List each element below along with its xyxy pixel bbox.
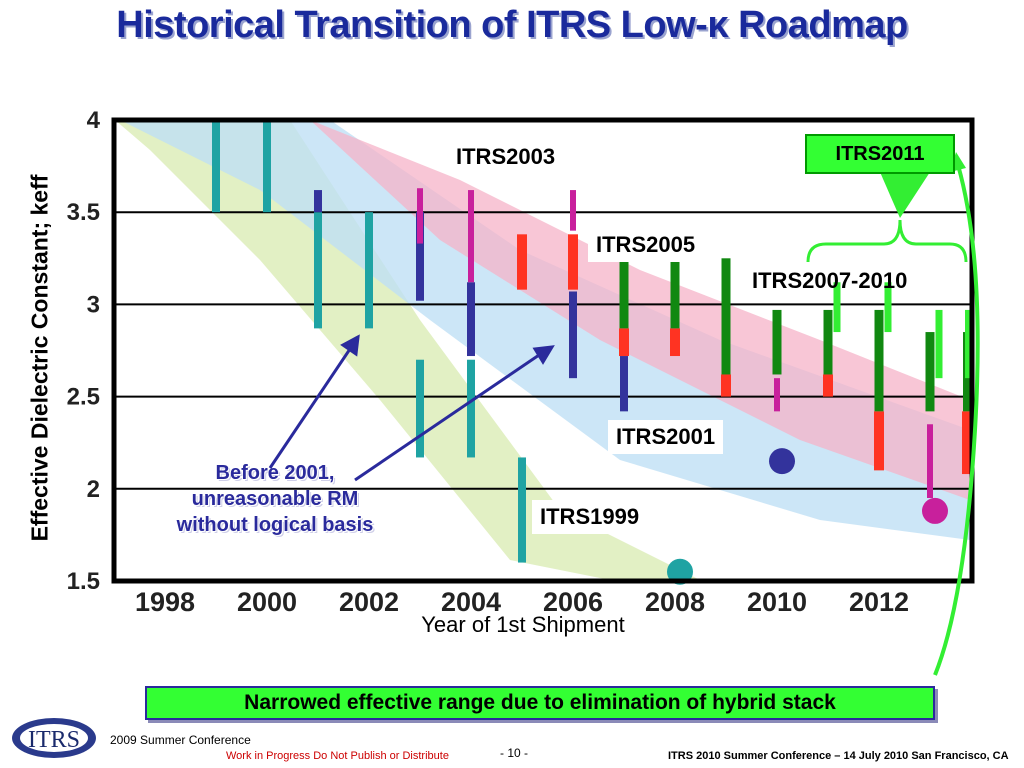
range-bar-itrs1999 [365,212,373,329]
range-bar-itrs1999 [467,359,475,458]
footer-connector [933,164,980,676]
itrs2011-callout [806,152,980,676]
range-bar-itrs2007-2010 [874,309,884,412]
range-bar-itrs2003 [570,190,576,231]
range-bar-itrs2005 [670,328,680,357]
range-bar-itrs2011 [833,282,841,333]
range-bar-itrs2003 [774,378,780,412]
x-tick-label: 1998 [135,587,195,617]
label-itrs2007-2010: ITRS2007-2010 [752,268,908,293]
label-itrs2003: ITRS2003 [448,140,564,174]
itrs1999-band [115,120,700,580]
x-tick-label: 2000 [237,587,297,617]
conference-name: 2009 Summer Conference [110,733,251,747]
annotation-line-3: without logical basis [176,514,374,536]
range-bar-itrs2005 [517,234,527,290]
range-bar-itrs2001 [416,212,424,301]
annotation-text: Before 2001, unreasonable RM without log… [140,460,410,538]
y-tick-label: 2.5 [67,384,100,411]
target-point-itrs2001 [769,448,795,475]
range-bar-itrs1999 [263,120,271,213]
x-tick-label: 2008 [645,587,705,617]
y-tick-label: 4 [87,107,101,134]
range-bar-itrs1999 [314,212,322,329]
x-tick-label: 2010 [747,587,807,617]
range-bar-itrs2005 [962,411,972,475]
range-bars [212,120,972,563]
y-tick-label: 1.5 [67,568,100,595]
arrow-to-2006 [354,351,543,482]
conference-info: ITRS 2010 Summer Conference – 14 July 20… [668,750,1009,762]
annotation-line-2: unreasonable RM [191,488,359,510]
range-bar-itrs2001 [467,282,475,357]
y-tick-label: 3 [87,291,100,318]
range-bar-itrs2005 [823,374,833,397]
label-itrs2001: ITRS2001 [608,420,724,454]
itrs2003-band [310,120,970,500]
itrs2001-band [120,120,970,540]
itrs-logo: ITRS [12,718,96,758]
range-bar-itrs1999 [416,359,424,458]
x-axis-label: Year of 1st Shipment [421,612,625,637]
grid-lines [114,211,972,490]
roadmap-bands [115,120,970,580]
range-bar-itrs2007-2010 [925,332,935,412]
arrow-head-2002 [340,334,360,357]
range-bar-itrs1999 [518,457,526,563]
y-tick-label: 3.5 [67,199,100,226]
range-bar-itrs2005 [874,411,884,471]
x-tick-label: 2002 [339,587,399,617]
annotation-line-1: Before 2001, [215,462,335,484]
range-bar-itrs2005 [568,234,578,290]
range-bar-itrs2001 [314,190,322,213]
range-bar-itrs2007-2010 [721,258,731,375]
svg-text:ITRS: ITRS [28,727,80,753]
annotation-arrows [268,334,555,482]
x-tick-label: 2004 [441,587,501,617]
x-tick-label: 2012 [849,587,909,617]
range-bar-itrs2005 [721,374,731,397]
itrs2007-2010-bracket [806,219,968,263]
x-tick-label: 2006 [543,587,603,617]
y-axis-ticks: 1.5 2 2.5 3 3.5 4 [67,107,101,595]
x-axis-ticks: 1998 2000 2002 2004 2006 2008 2010 2012 [135,587,909,617]
range-bar-itrs2001 [569,291,577,379]
range-bar-itrs2007-2010 [670,258,680,329]
range-bar-itrs2011 [965,309,972,379]
label-itrs1999: ITRS1999 [532,500,648,534]
target-point-itrs2003 [922,497,948,524]
target-points [667,448,948,585]
range-bar-itrs2003 [417,188,423,244]
label-itrs2011: ITRS2011 [805,134,955,174]
range-bar-itrs2001 [620,356,628,412]
range-bar-itrs2003 [927,424,933,499]
range-bar-itrs2003 [468,190,474,283]
arrow-to-2002 [268,345,354,469]
page-number: - 10 - [500,746,529,760]
work-in-progress-note: Work in Progress Do Not Publish or Distr… [226,750,449,762]
range-bar-itrs2011 [935,309,943,379]
y-axis-label: Effective Dielectric Constant; keff [26,174,53,542]
target-point-itrs1999 [667,558,693,585]
arrow-head-2006 [532,345,555,365]
range-bar-itrs2005 [619,328,629,357]
range-bar-itrs1999 [212,120,220,213]
plot-frame [111,117,975,584]
slide-title: Historical Transition of ITRS Low-κ Road… [116,4,908,46]
range-bar-itrs2007-2010 [772,309,782,375]
label-itrs2005: ITRS2005 [588,228,704,262]
y-tick-label: 2 [87,476,100,503]
range-bar-itrs2011 [884,282,892,333]
range-bar-itrs2007-2010 [619,258,629,329]
range-bar-itrs2007-2010 [823,309,833,375]
footer-note: Narrowed effective range due to eliminat… [145,686,935,720]
callout-pointer [880,172,930,218]
